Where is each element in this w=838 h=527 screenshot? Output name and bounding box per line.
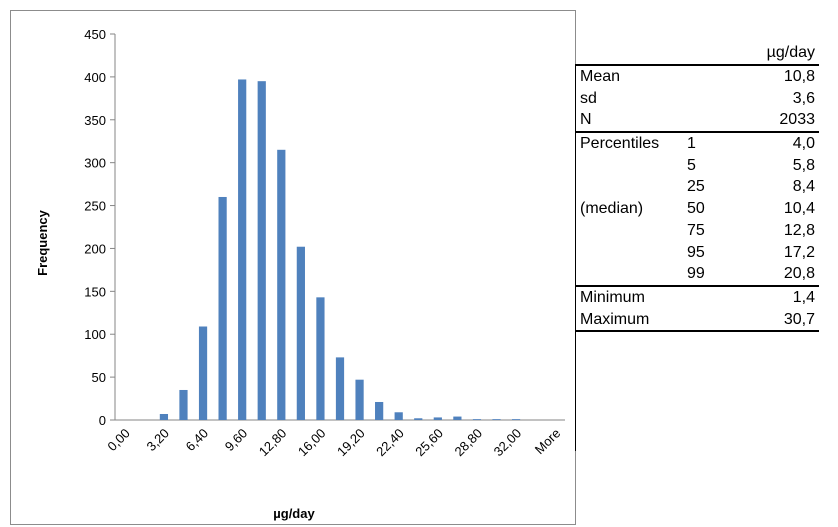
- row-label: Percentiles: [580, 135, 660, 153]
- x-tick-label: 12,80: [256, 426, 290, 460]
- histogram-bar: [218, 196, 227, 420]
- table-row: 95 17,2: [575, 242, 819, 264]
- row-value: 17,2: [783, 243, 815, 261]
- histogram-bar: [375, 401, 384, 420]
- row-percentile: 99: [687, 265, 705, 283]
- table-body: Mean 10,8 sd 3,6 N 2033 Percentiles 1 4,0 5 5,8 25 8…: [575, 64, 819, 333]
- histogram-bar: [433, 417, 442, 420]
- histogram-bar: [296, 246, 305, 420]
- chart-area: 0 50 100 150 200 250 300 350 400 450 0,00 3,20 6,40…: [10, 10, 576, 525]
- y-tick-label: 200: [84, 241, 106, 256]
- x-tick-label: 28,80: [451, 426, 485, 460]
- row-label: N: [580, 111, 592, 129]
- row-value: 10,4: [783, 200, 815, 218]
- x-tick-label: More: [532, 426, 564, 458]
- histogram-bar: [511, 419, 521, 420]
- table-row: 5 5,8: [575, 155, 819, 177]
- table-left-border: [575, 64, 576, 451]
- table-row: N 2033: [575, 109, 819, 131]
- y-tick-label: 150: [84, 284, 106, 299]
- histogram-bar: [492, 419, 501, 420]
- row-percentile: 1: [687, 135, 696, 153]
- row-value: 2033: [779, 111, 815, 129]
- histogram-bar: [453, 416, 462, 420]
- histogram-bar: [414, 418, 423, 420]
- row-value: 30,7: [783, 310, 815, 328]
- table-row: 99 20,8: [575, 263, 819, 285]
- table-row: Mean 10,8: [575, 64, 819, 88]
- row-value: 3,6: [792, 89, 815, 107]
- y-tick-label: 400: [84, 70, 106, 85]
- histogram-chart: 0 50 100 150 200 250 300 350 400 450 0,00 3,20 6,40…: [35, 27, 565, 521]
- x-tick-label: 9,60: [222, 426, 251, 455]
- y-tick-label: 50: [92, 370, 106, 385]
- x-tick-label: 19,20: [334, 426, 368, 460]
- y-tick-label: 0: [99, 413, 106, 428]
- unit-header: µg/day: [766, 44, 815, 61]
- stats-table: µg/day Mean 10,8 sd 3,6 N 2033 Percentiles 1 4,0…: [575, 42, 819, 333]
- x-axis: 0,00 3,20 6,40 9,60 12,80 16,00 19,20 22,40 25,6…: [104, 419, 565, 460]
- y-tick-label: 250: [84, 199, 106, 214]
- row-value: 8,4: [792, 178, 815, 196]
- histogram-bar: [257, 81, 266, 420]
- table-row: 25 8,4: [575, 176, 819, 198]
- row-percentile: 95: [687, 243, 705, 261]
- y-tick-label: 300: [84, 156, 106, 171]
- y-tick-label: 100: [84, 327, 106, 342]
- bars: [159, 79, 521, 421]
- row-label: Maximum: [580, 310, 650, 328]
- x-tick-label: 25,60: [412, 426, 446, 460]
- row-percentile: 50: [687, 200, 705, 218]
- x-tick-label: 3,20: [144, 426, 173, 455]
- row-value: 1,4: [792, 288, 815, 306]
- histogram-bar: [394, 412, 403, 420]
- histogram-bar: [355, 379, 364, 420]
- row-percentile: 25: [687, 178, 705, 196]
- row-label: Minimum: [580, 288, 645, 306]
- table-header-row: µg/day: [575, 42, 819, 64]
- x-axis-title: µg/day: [273, 506, 315, 521]
- x-tick-label: 16,00: [295, 426, 329, 460]
- x-tick-label: 22,40: [373, 426, 407, 460]
- row-label: (median): [580, 200, 644, 218]
- row-percentile: 75: [687, 221, 705, 239]
- table-row: Maximum 30,7: [575, 309, 819, 333]
- table-row: sd 3,6: [575, 88, 819, 110]
- table-row: 75 12,8: [575, 220, 819, 242]
- histogram-bar: [472, 419, 482, 420]
- histogram-bar: [159, 413, 169, 420]
- histogram-bar: [316, 297, 325, 420]
- row-value: 5,8: [792, 156, 815, 174]
- histogram-bar: [335, 357, 345, 420]
- x-tick-label: 32,00: [491, 426, 525, 460]
- y-axis-title: Frequency: [35, 209, 50, 276]
- table-row: Minimum 1,4: [575, 284, 819, 309]
- y-tick-label: 450: [84, 27, 106, 42]
- row-value: 12,8: [783, 221, 815, 239]
- table-row: Percentiles 1 4,0: [575, 131, 819, 155]
- histogram-bar: [238, 79, 247, 420]
- y-tick-label: 350: [84, 113, 106, 128]
- row-label: Mean: [580, 68, 621, 85]
- row-value: 20,8: [783, 265, 815, 283]
- row-value: 4,0: [792, 135, 815, 153]
- row-percentile: 5: [687, 156, 696, 174]
- table-row: (median) 50 10,4: [575, 198, 819, 220]
- row-value: 10,8: [783, 68, 815, 85]
- y-axis: 0 50 100 150 200 250 300 350 400 450: [84, 27, 116, 428]
- row-label: sd: [580, 89, 597, 107]
- x-tick-label: 0,00: [104, 426, 133, 455]
- histogram-bar: [277, 149, 286, 421]
- x-tick-label: 6,40: [183, 426, 212, 455]
- histogram-bar: [179, 389, 188, 420]
- histogram-bar: [198, 326, 208, 420]
